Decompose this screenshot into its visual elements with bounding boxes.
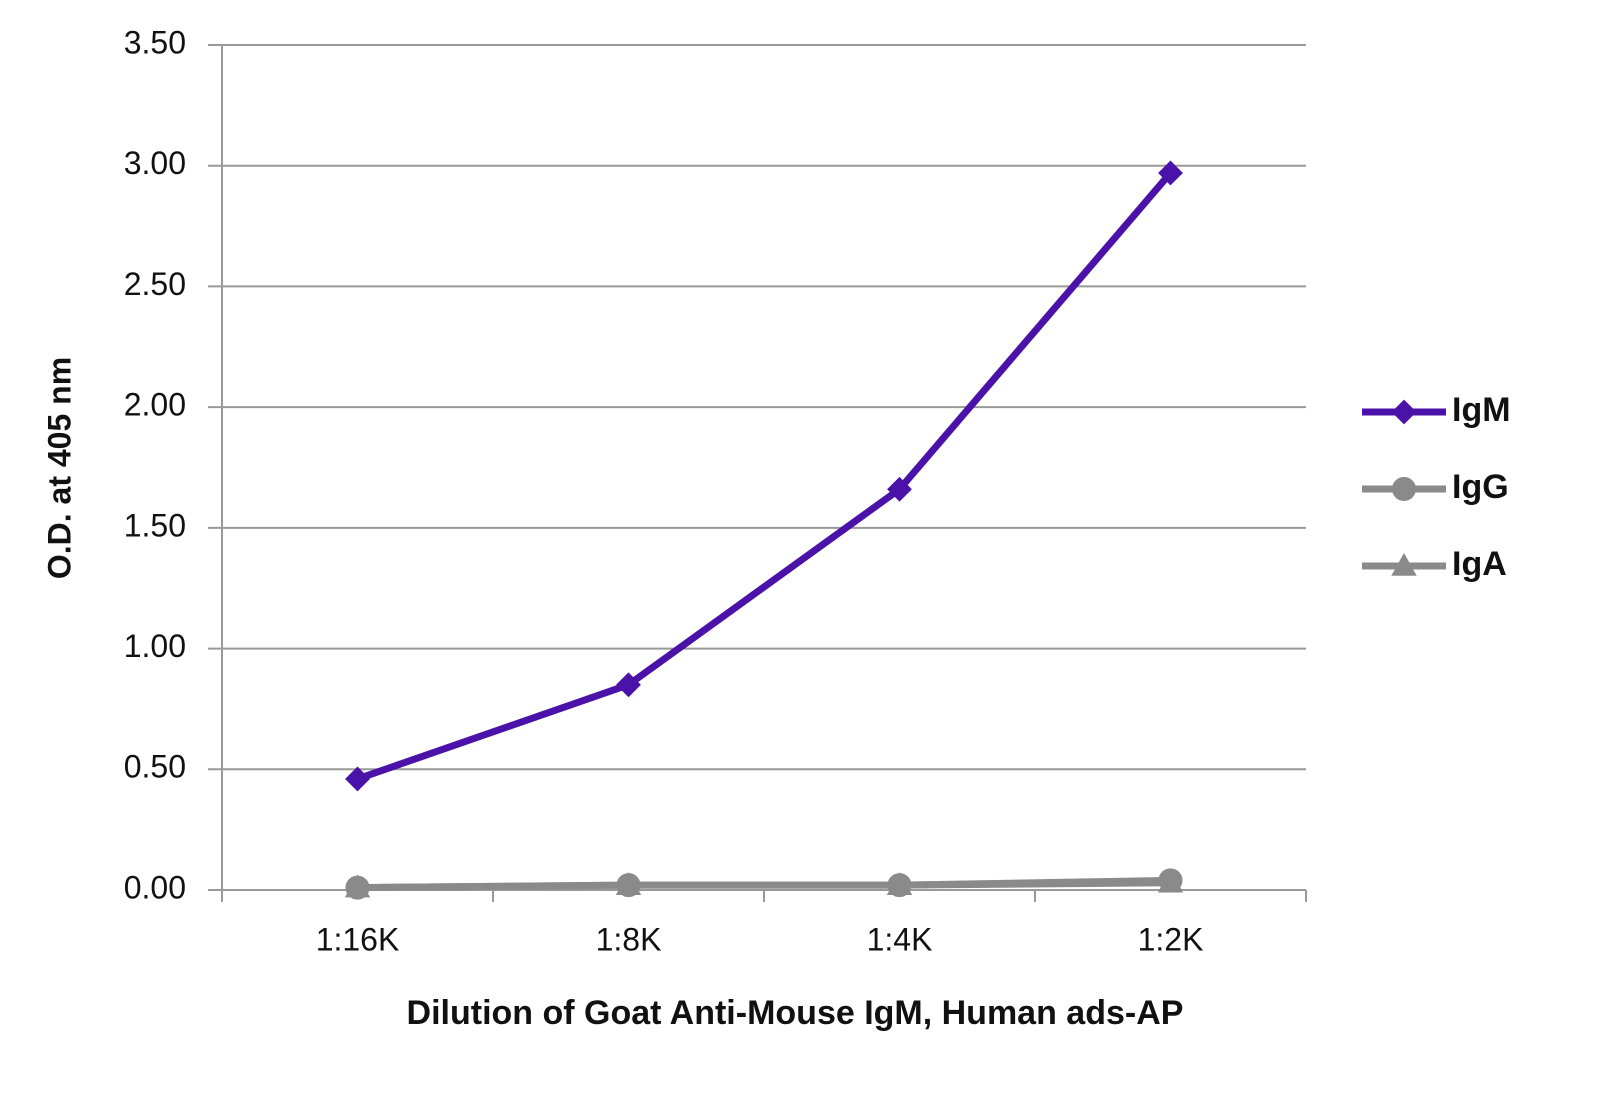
legend-marker [1391, 552, 1417, 576]
data-point [1158, 868, 1183, 893]
y-tick-label: 2.00 [124, 387, 186, 423]
data-point [887, 873, 912, 898]
y-tick-label: 1.50 [124, 507, 186, 543]
y-axis-label: O.D. at 405 nm [41, 357, 77, 579]
legend-label: IgM [1452, 391, 1511, 429]
x-tick-label: 1:4K [867, 921, 933, 957]
y-tick-label: 0.50 [124, 749, 186, 785]
data-point [616, 873, 641, 898]
data-point [887, 476, 912, 502]
series-line [357, 876, 1171, 892]
legend-marker [1392, 477, 1416, 501]
data-point [616, 672, 641, 698]
y-tick-label: 2.50 [124, 266, 186, 302]
y-tick-label: 3.00 [124, 145, 186, 181]
x-tick-label: 1:2K [1138, 921, 1204, 957]
data-point [345, 766, 370, 792]
x-tick-label: 1:16K [316, 921, 400, 957]
series-line [356, 170, 1174, 783]
x-tick-label: 1:8K [596, 921, 662, 957]
y-tick-label: 3.50 [124, 24, 186, 60]
legend-label: IgG [1452, 468, 1509, 506]
y-tick-label: 1.00 [124, 628, 186, 664]
legend-marker [1391, 399, 1417, 425]
data-point [345, 875, 370, 900]
legend-label: IgA [1452, 545, 1507, 583]
x-axis-label: Dilution of Goat Anti-Mouse IgM, Human a… [407, 994, 1184, 1032]
y-tick-label: 0.00 [124, 869, 186, 905]
data-point [1158, 160, 1183, 186]
